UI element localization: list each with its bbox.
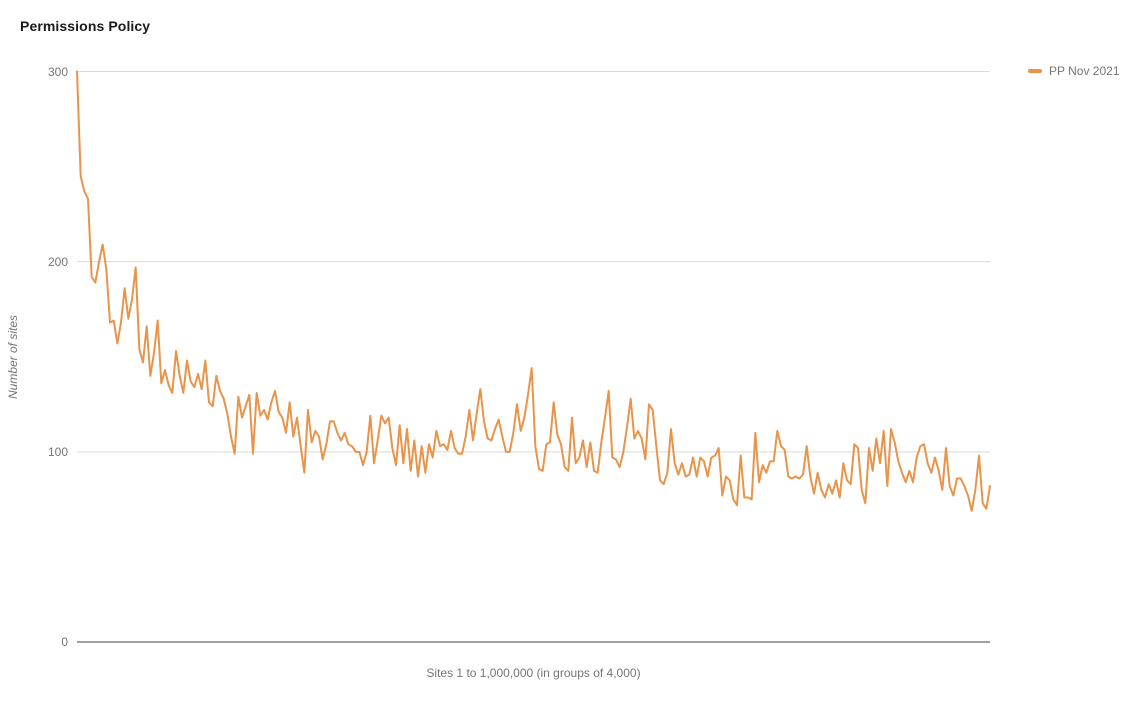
legend-series-label: PP Nov 2021 [1049,64,1120,78]
y-tick-label-200: 200 [47,254,68,269]
y-tick-label-100: 100 [47,444,68,459]
series-line-pp-nov-2021 [76,70,991,512]
chart-title: Permissions Policy [20,18,151,34]
legend: PP Nov 2021 [1028,64,1120,78]
x-axis-title: Sites 1 to 1,000,000 (in groups of 4,000… [426,666,641,680]
y-tick-label-300: 300 [47,64,68,79]
legend-series-swatch [1028,69,1042,73]
y-tick-label-0: 0 [61,635,68,649]
